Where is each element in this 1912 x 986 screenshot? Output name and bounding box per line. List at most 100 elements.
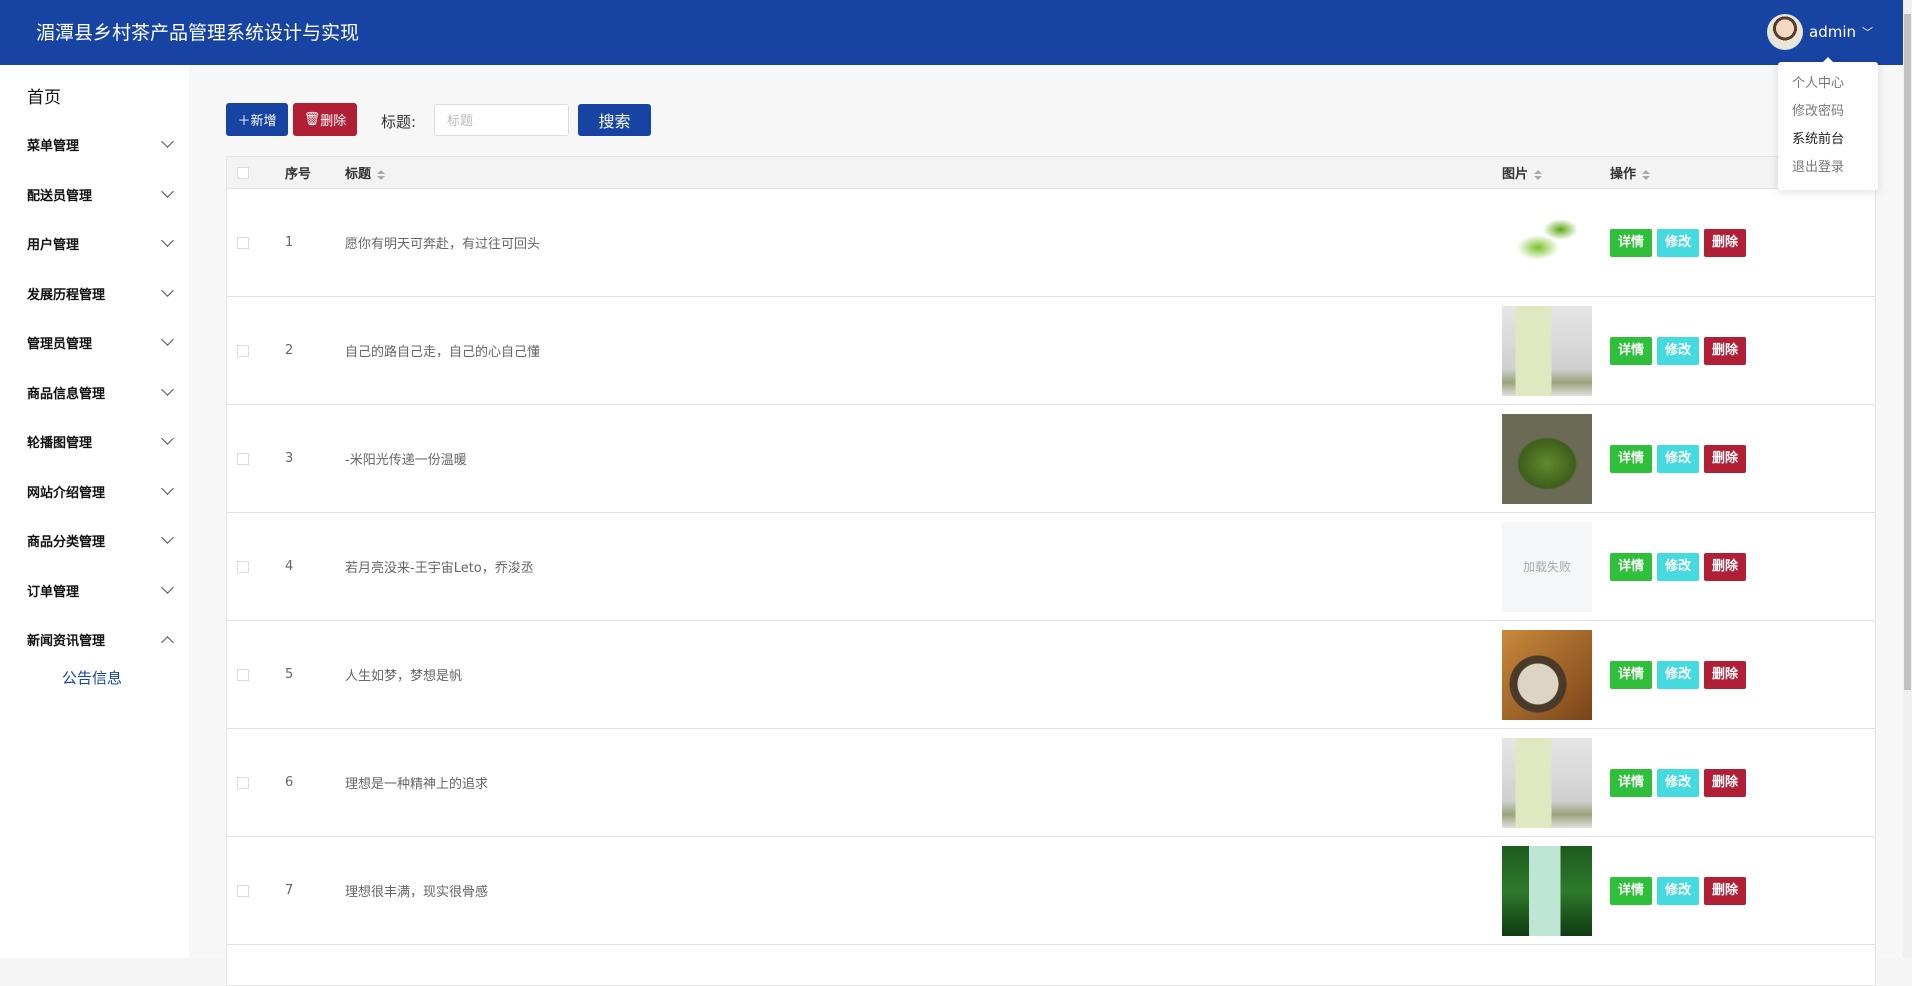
delete-button[interactable]: 删除 <box>1704 876 1747 905</box>
sidebar-item-label: 网站介绍管理 <box>27 485 106 501</box>
sidebar-home[interactable]: 首页 <box>27 88 61 108</box>
detail-button[interactable]: 详情 <box>1610 876 1653 905</box>
edit-button[interactable]: 修改 <box>1657 876 1700 905</box>
table-row: 3 -米阳光传递一份温暖 详情 修改 删除 <box>227 405 1875 513</box>
scrollbar[interactable] <box>1903 0 1912 958</box>
row-index: 6 <box>285 775 294 790</box>
table-row: 4 若月亮没来-王宇宙Leto，乔浚丞 加载失败 详情 修改 删除 <box>227 513 1875 621</box>
edit-button[interactable]: 修改 <box>1657 444 1700 473</box>
row-checkbox[interactable] <box>237 452 249 465</box>
table-row: 5 人生如梦，梦想是帆 详情 修改 删除 <box>227 621 1875 729</box>
row-title: 理想很丰满，现实很骨感 <box>345 885 489 900</box>
sidebar-item-label: 商品分类管理 <box>27 535 106 550</box>
header-image[interactable]: 图片 <box>1502 163 1610 182</box>
sort-icon[interactable] <box>377 170 385 180</box>
sidebar-item[interactable]: 配送员管理 <box>27 184 174 204</box>
tea-thumbnail <box>1502 413 1592 504</box>
tea-thumbnail <box>1502 197 1592 288</box>
sidebar-item[interactable]: 网站介绍管理 <box>27 481 174 501</box>
table-row: 7 理想很丰满，现实很骨感 详情 修改 删除 <box>227 837 1875 945</box>
edit-button[interactable]: 修改 <box>1657 552 1700 581</box>
menu-frontend[interactable]: 系统前台 <box>1792 132 1845 147</box>
sidebar-item[interactable]: 商品分类管理 <box>27 531 174 550</box>
row-index: 2 <box>285 343 294 358</box>
chevron-up-icon <box>161 636 174 649</box>
row-checkbox[interactable] <box>237 344 249 357</box>
row-index: 1 <box>285 235 294 250</box>
header-ops[interactable]: 操作 <box>1610 163 1875 182</box>
add-button[interactable]: ＋新增 <box>226 103 288 136</box>
sidebar-item-label: 菜单管理 <box>27 139 80 154</box>
sidebar-item[interactable]: 商品信息管理 <box>27 382 174 402</box>
top-header: 湄潭县乡村茶产品管理系统设计与实现 admin ﹀ <box>0 0 1903 65</box>
table-row: 6 理想是一种精神上的追求 详情 修改 删除 <box>227 729 1875 837</box>
delete-button[interactable]: 删除 <box>1704 336 1747 365</box>
edit-button[interactable]: 修改 <box>1657 768 1700 797</box>
menu-change-password[interactable]: 修改密码 <box>1792 104 1845 119</box>
row-index: 3 <box>285 451 294 466</box>
row-checkbox[interactable] <box>237 668 249 681</box>
detail-button[interactable]: 详情 <box>1610 768 1653 797</box>
chevron-down-icon <box>161 135 174 148</box>
search-button[interactable]: 搜索 <box>578 104 651 136</box>
sidebar-item[interactable]: 轮播图管理 <box>27 432 174 451</box>
detail-button[interactable]: 详情 <box>1610 336 1653 365</box>
edit-button[interactable]: 修改 <box>1657 336 1700 365</box>
menu-logout[interactable]: 退出登录 <box>1792 160 1845 175</box>
chevron-down-icon <box>161 283 174 297</box>
sidebar-item-label: 商品信息管理 <box>27 386 106 402</box>
edit-button[interactable]: 修改 <box>1657 660 1700 689</box>
delete-button[interactable]: 删除 <box>1704 768 1747 797</box>
chevron-down-icon <box>161 432 174 445</box>
row-title: 自己的路自己走，自己的心自己懂 <box>345 345 541 360</box>
delete-button[interactable]: 删除 <box>1704 552 1747 581</box>
trash-icon: 🗑 <box>303 112 321 127</box>
row-title: 人生如梦，梦想是帆 <box>345 669 463 684</box>
chevron-down-icon <box>161 580 174 594</box>
detail-button[interactable]: 详情 <box>1610 552 1653 581</box>
row-title: 理想是一种精神上的追求 <box>345 777 489 792</box>
sidebar-subitem-notice[interactable]: 公告信息 <box>62 669 123 687</box>
sidebar-item-label: 用户管理 <box>27 238 80 253</box>
row-checkbox[interactable] <box>237 776 249 789</box>
row-index: 5 <box>285 667 294 682</box>
sidebar-item-label: 配送员管理 <box>27 188 93 204</box>
select-all-checkbox[interactable] <box>237 166 249 179</box>
row-checkbox[interactable] <box>237 560 249 573</box>
user-menu-trigger[interactable]: admin ﹀ <box>1767 14 1873 50</box>
username: admin <box>1809 23 1856 41</box>
header-index: 序号 <box>285 167 312 182</box>
sidebar-item[interactable]: 管理员管理 <box>27 333 174 352</box>
sort-icon[interactable] <box>1642 170 1650 180</box>
edit-button[interactable]: 修改 <box>1657 228 1700 257</box>
app-title: 湄潭县乡村茶产品管理系统设计与实现 <box>36 22 360 44</box>
table-row: 1 愿你有明天可奔赴，有过往可回头 详情 修改 删除 <box>227 189 1875 297</box>
sidebar-item-label: 新闻资讯管理 <box>27 634 106 649</box>
table-row: 2 自己的路自己走，自己的心自己懂 详情 修改 删除 <box>227 297 1875 405</box>
title-search-input[interactable] <box>434 104 569 136</box>
row-checkbox[interactable] <box>237 236 249 249</box>
delete-button[interactable]: 删除 <box>1704 228 1747 257</box>
sidebar-item[interactable]: 新闻资讯管理 <box>27 630 174 649</box>
sidebar-item[interactable]: 用户管理 <box>27 234 174 253</box>
delete-button[interactable]: 删除 <box>1704 444 1747 473</box>
table-row-partial <box>227 945 1875 985</box>
detail-button[interactable]: 详情 <box>1610 228 1653 257</box>
tea-thumbnail <box>1502 305 1592 396</box>
detail-button[interactable]: 详情 <box>1610 660 1653 689</box>
sort-icon[interactable] <box>1534 170 1542 180</box>
detail-button[interactable]: 详情 <box>1610 444 1653 473</box>
row-checkbox[interactable] <box>237 884 249 897</box>
sidebar-item[interactable]: 发展历程管理 <box>27 283 174 303</box>
sidebar-item[interactable]: 菜单管理 <box>27 135 174 154</box>
batch-delete-button[interactable]: 🗑 删除 <box>293 103 357 136</box>
chevron-down-icon <box>161 184 174 198</box>
delete-label: 删除 <box>320 114 347 129</box>
menu-profile[interactable]: 个人中心 <box>1792 76 1845 91</box>
chevron-down-icon <box>161 382 174 396</box>
header-title[interactable]: 标题 <box>345 163 1502 182</box>
delete-button[interactable]: 删除 <box>1704 660 1747 689</box>
sidebar-item[interactable]: 订单管理 <box>27 580 174 600</box>
row-index: 4 <box>285 559 294 574</box>
row-title: -米阳光传递一份温暖 <box>345 453 467 468</box>
